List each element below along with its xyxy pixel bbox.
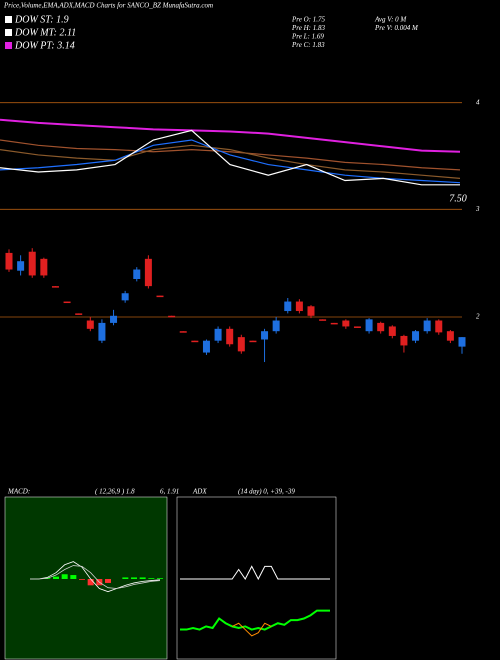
candle-body: [179, 331, 187, 333]
candle-body: [342, 320, 350, 327]
histogram-bar: [148, 578, 155, 579]
candle-body: [98, 322, 106, 341]
candle-body: [284, 301, 292, 312]
candle-body: [388, 326, 396, 336]
legend-swatch: [5, 29, 12, 36]
histogram-bar: [157, 578, 163, 579]
histogram-bar: [131, 577, 137, 579]
line-series: [0, 144, 461, 179]
line-series: [231, 622, 272, 637]
candle-body: [226, 328, 234, 345]
candle-body: [446, 331, 454, 341]
histogram-bar: [79, 579, 85, 580]
candle-body: [144, 258, 152, 287]
info-text: Avg V: 0 M: [374, 16, 407, 24]
line-series: [0, 129, 460, 186]
histogram-bar: [70, 575, 77, 579]
info-text: Pre C: 1.83: [291, 41, 325, 49]
panel-subtitle: ( 12,26,9 ) 1.8: [95, 488, 135, 496]
panel-note: 6, 1.91: [160, 488, 179, 496]
histogram-bar: [87, 579, 94, 586]
candle-body: [458, 337, 466, 347]
legend-label: DOW PT: 3.14: [14, 40, 75, 51]
candle-body: [353, 326, 361, 328]
chart-title: Price,Volume,EMA,ADX,MACD Charts for SAN…: [3, 2, 213, 10]
candle-body: [435, 320, 443, 333]
histogram-bar: [61, 574, 68, 579]
candle-body: [319, 319, 327, 321]
panel-subtitle: (14 day) 0, +39, -39: [238, 488, 295, 496]
candle-body: [307, 306, 315, 316]
y-tick-label: 3: [475, 205, 480, 213]
candle-body: [377, 322, 385, 332]
candle-body: [330, 322, 338, 325]
candle-body: [295, 301, 303, 312]
candle-body: [5, 252, 13, 270]
legend-label: DOW ST: 1.9: [14, 14, 69, 25]
candle-body: [17, 261, 25, 271]
line-series: [180, 565, 330, 581]
adx-panel: [176, 496, 337, 660]
info-text: Pre V: 0.004 M: [374, 24, 419, 32]
line-series: [0, 118, 461, 153]
candle-body: [121, 293, 129, 301]
line-series: [180, 609, 330, 631]
y-tick-label: 2: [476, 313, 480, 321]
panel-title: ADX: [192, 488, 207, 496]
candle-body: [168, 315, 176, 318]
legend-swatch: [5, 16, 12, 23]
candle-body: [133, 269, 141, 280]
histogram-bar: [139, 577, 146, 579]
candle-body: [40, 258, 48, 276]
candle-body: [412, 331, 420, 341]
annotation: 7.50: [449, 193, 467, 204]
info-text: Pre O: 1.75: [291, 16, 325, 24]
candle-body: [75, 313, 83, 315]
candle-body: [110, 315, 118, 323]
y-tick-label: 4: [476, 98, 480, 106]
info-text: Pre L: 1.69: [291, 33, 324, 41]
line-series: [30, 565, 161, 589]
legend-swatch: [5, 42, 12, 49]
histogram-bar: [122, 577, 129, 579]
candle-body: [202, 340, 210, 353]
candle-body: [365, 319, 373, 332]
legend-label: DOW MT: 2.11: [14, 27, 76, 38]
candle-body: [63, 301, 71, 304]
candle-body: [156, 295, 164, 298]
candle-body: [214, 328, 222, 341]
candle-body: [261, 331, 269, 340]
candle-body: [51, 286, 59, 288]
line-series: [30, 561, 161, 593]
candle-body: [191, 340, 199, 343]
candle-body: [86, 320, 94, 329]
candle-body: [423, 320, 431, 332]
candle-body: [400, 335, 408, 346]
line-series: [0, 139, 461, 171]
panel-title: MACD:: [7, 488, 30, 496]
info-text: Pre H: 1.83: [291, 24, 325, 32]
histogram-bar: [105, 579, 111, 583]
candle-body: [249, 340, 257, 343]
candle-body: [272, 320, 280, 332]
candle-body: [28, 251, 36, 276]
candle-body: [237, 337, 245, 352]
histogram-bar: [53, 576, 59, 579]
